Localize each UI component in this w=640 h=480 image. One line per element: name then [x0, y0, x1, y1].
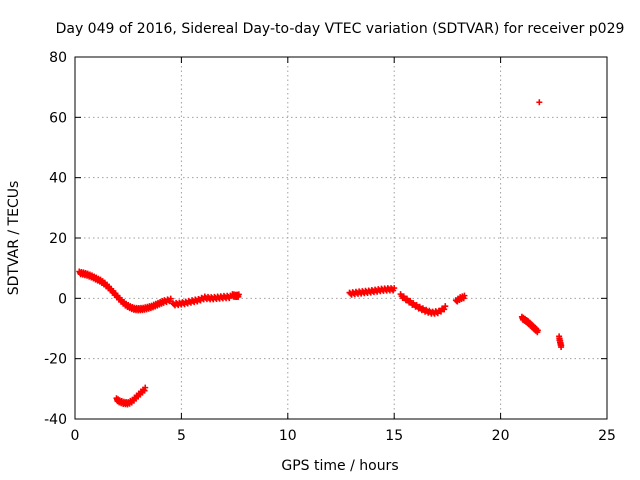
- data-point: [461, 292, 468, 299]
- x-tick-label: 0: [71, 428, 80, 444]
- data-point: [142, 384, 149, 391]
- data-point: [235, 291, 242, 298]
- y-tick-label: 40: [49, 171, 67, 187]
- y-tick-label: 20: [49, 231, 67, 247]
- y-tick-label: -40: [44, 412, 67, 428]
- data-point: [558, 342, 565, 349]
- x-tick-label: 20: [492, 428, 510, 444]
- y-tick-label: 60: [49, 110, 67, 126]
- chart-title: Day 049 of 2016, Sidereal Day-to-day VTE…: [56, 21, 625, 37]
- y-tick-label: 0: [58, 291, 67, 307]
- x-tick-label: 5: [177, 428, 186, 444]
- x-tick-label: 25: [598, 428, 616, 444]
- x-tick-label: 15: [385, 428, 403, 444]
- axis-ticks: [74, 56, 608, 420]
- data-point: [441, 306, 448, 313]
- x-tick-label: 10: [279, 428, 297, 444]
- x-axis-title: GPS time / hours: [281, 458, 398, 474]
- data-point: [442, 303, 449, 310]
- tick-labels: 0 5 10 15 20 25 -40 -20 0 20 40 60 80: [44, 50, 616, 444]
- data-point: [391, 285, 398, 292]
- data-point: [167, 295, 174, 302]
- data-point: [536, 99, 543, 106]
- data-points: [76, 99, 565, 408]
- data-point: [534, 327, 541, 334]
- grid-lines: [75, 57, 607, 419]
- y-tick-label: 80: [49, 50, 67, 66]
- y-tick-label: -20: [44, 352, 67, 368]
- y-axis-title: SDTVAR / TECUs: [6, 181, 22, 296]
